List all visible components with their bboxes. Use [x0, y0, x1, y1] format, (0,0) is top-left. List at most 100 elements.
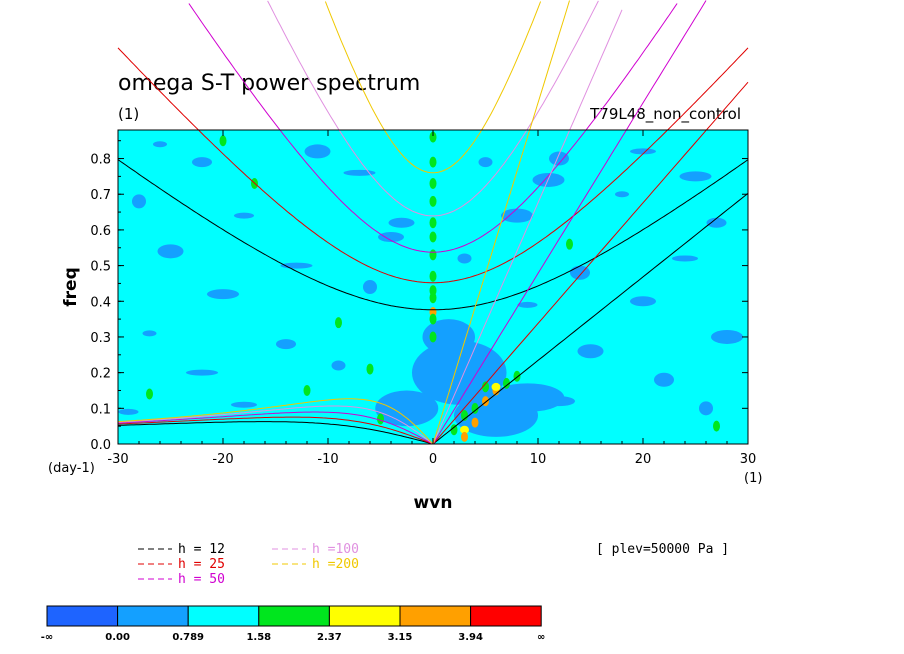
colorbar-label: 2.37	[317, 632, 342, 643]
heatmap-low-patch	[478, 157, 493, 168]
y-axis: 0.0 0.1 0.2 0.3 0.4 0.5 0.6 0.7 0.8	[90, 140, 748, 453]
colorbar-swatch	[258, 605, 330, 627]
heatmap-low-patch	[142, 330, 157, 337]
heatmap-low-patch	[577, 344, 604, 359]
heatmap-hot-spot	[335, 317, 342, 329]
heatmap-low-patch	[153, 141, 167, 148]
x-tick-label: -10	[317, 452, 338, 467]
heatmap-hot-spot	[713, 420, 720, 432]
heatmap-low-region	[490, 383, 565, 412]
heatmap-hot-spot	[429, 195, 437, 207]
x-tick-label: -30	[107, 452, 128, 467]
x-unit-label: (1)	[744, 471, 762, 486]
y-tick-label: 0.6	[90, 224, 111, 239]
heatmap-low-patch	[192, 157, 212, 168]
heatmap-low-patch	[630, 296, 656, 307]
y-tick-label: 0.1	[90, 402, 111, 417]
heatmap-hot-spot	[491, 382, 501, 391]
inertia-gravity-curve	[117, 47, 749, 284]
inertia-gravity-curve	[117, 159, 749, 311]
y-unit-label: (day-1)	[48, 461, 95, 476]
legend-label: h = 50	[178, 572, 225, 587]
legend-label: h =200	[312, 557, 359, 572]
heatmap-low-patch	[157, 244, 184, 259]
heatmap-low-patch	[699, 401, 713, 416]
heatmap-low-patch	[186, 369, 218, 376]
rossby-wave-curve	[117, 411, 434, 445]
heatmap-hot-spot	[429, 178, 437, 190]
colorbar-label: 0.789	[172, 632, 204, 643]
heatmap-low-patch	[304, 144, 331, 159]
heatmap-low-patch	[679, 171, 712, 182]
colorbar-swatch	[328, 605, 401, 627]
plev-annotation: [ plev=50000 Pa ]	[596, 542, 729, 557]
colorbar-label: 3.15	[388, 632, 413, 643]
chart-title: omega S-T power spectrum	[118, 71, 420, 96]
heatmap-hot-spot	[429, 156, 437, 168]
rossby-wave-curve	[117, 405, 434, 445]
heatmap-low-patch	[501, 208, 533, 223]
heatmap-hot-spot	[429, 313, 437, 325]
heatmap-hot-spot	[503, 377, 510, 389]
heatmap-low-patch	[517, 301, 538, 308]
y-tick-label: 0.0	[90, 438, 111, 453]
y-tick-label: 0.8	[90, 153, 111, 168]
heatmap-hot-spot	[461, 409, 468, 421]
heatmap-hot-spot	[461, 431, 468, 442]
colorbar-swatch	[117, 605, 189, 627]
heatmap-hot-spot	[429, 217, 437, 229]
heatmap-low-patch	[132, 194, 146, 209]
legend-label: h = 25	[178, 557, 225, 572]
heatmap-hot-spot	[366, 363, 374, 375]
dispersion-curves	[117, 0, 749, 445]
inertia-gravity-curve	[324, 1, 542, 174]
y-tick-label: 0.2	[90, 367, 111, 382]
heatmap-hot-spot	[566, 238, 573, 250]
heatmap-hot-spot	[471, 402, 479, 414]
heatmap-hot-spot	[450, 424, 458, 436]
heatmap-low-patch	[549, 151, 569, 166]
heatmap-low-patch	[363, 280, 377, 294]
legend-entry: h = 25	[138, 557, 225, 572]
rossby-wave-curve	[117, 416, 434, 445]
legend-entry: h = 12	[138, 542, 225, 557]
kelvin-wave-curve	[432, 192, 749, 445]
heatmap-low-patch	[388, 217, 415, 228]
heatmap-low-patch	[672, 255, 698, 262]
rossby-wave-curve	[117, 398, 434, 445]
y-axis-label: freq	[61, 267, 81, 306]
y-tick-label: 0.5	[90, 260, 111, 275]
colorbar-label: ∞	[537, 632, 545, 643]
kelvin-wave-curve	[432, 0, 707, 445]
heatmap-low-patch	[654, 372, 674, 387]
x-axis-label: wvn	[414, 493, 453, 513]
heatmap-hot-spot	[146, 388, 153, 400]
legend-label: h =100	[312, 542, 359, 557]
inertia-gravity-curve	[188, 3, 678, 253]
plot-area	[118, 130, 748, 444]
colorbar-swatch	[187, 605, 260, 627]
heatmap-low-patch	[276, 339, 296, 350]
colorbar-swatch	[470, 605, 542, 627]
legend-label: h = 12	[178, 542, 225, 557]
colorbar-swatch	[46, 605, 119, 627]
colorbar-swatch	[399, 605, 472, 627]
heatmap-hot-spot	[377, 413, 384, 425]
heatmap-low-patch	[706, 217, 727, 228]
heatmap-low-patch	[331, 360, 346, 371]
heatmap-hot-spot	[482, 381, 489, 393]
heatmap-low-patch	[378, 232, 404, 243]
heatmap-low-patch	[711, 329, 743, 344]
heatmap-cells	[118, 131, 743, 442]
x-tick-label: 0	[429, 452, 437, 467]
heatmap-low-patch	[234, 212, 254, 219]
heatmap-low-patch	[207, 289, 239, 300]
heatmap-low-patch	[118, 408, 139, 415]
heatmap-hot-spot	[429, 131, 437, 143]
heatmap-low-patch	[231, 401, 257, 408]
heatmap-hot-spot	[429, 270, 437, 282]
colorbar-label: -∞	[41, 632, 53, 643]
x-tick-label: 20	[635, 452, 652, 467]
